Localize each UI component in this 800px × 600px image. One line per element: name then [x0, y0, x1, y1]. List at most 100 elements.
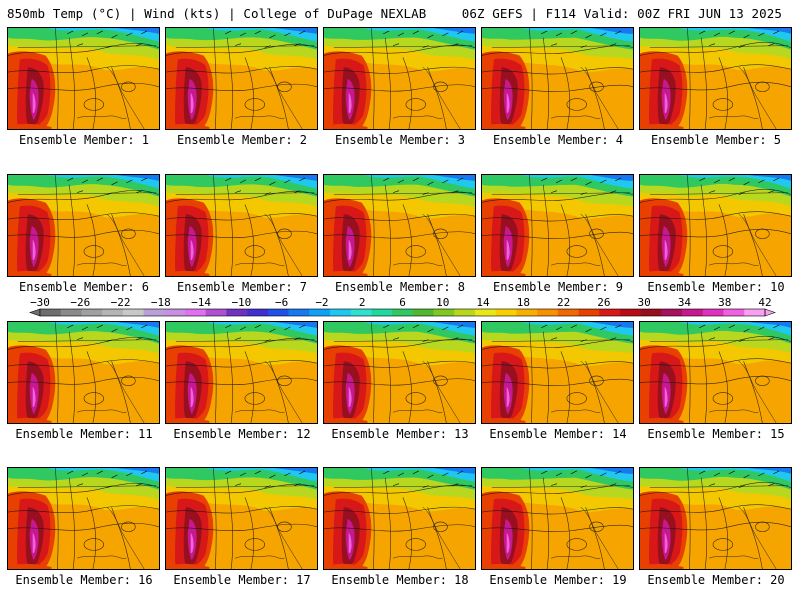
ensemble-member-caption: Ensemble Member: 8	[334, 280, 466, 294]
colorbar-tick-label: 22	[557, 296, 570, 309]
colorbar-swatch	[350, 309, 372, 316]
ensemble-member-map	[7, 467, 160, 570]
colorbar-tick-label: 38	[718, 296, 731, 309]
colorbar-swatch	[433, 309, 455, 316]
colorbar-tick-label: −6	[275, 296, 288, 309]
ensemble-member-caption: Ensemble Member: 12	[173, 427, 311, 441]
temperature-colorbar: −30 −26 −22 −18 −14 −10 −6 −2 2 6 10 14 18 22 26 30 34 38…	[0, 296, 800, 320]
colorbar-outline	[39, 308, 766, 317]
ensemble-member-caption: Ensemble Member: 20	[647, 573, 785, 587]
colorbar-swatch	[454, 309, 476, 316]
ensemble-member-caption: Ensemble Member: 3	[334, 133, 466, 147]
colorbar-swatch	[702, 309, 724, 316]
ensemble-member-caption: Ensemble Member: 16	[15, 573, 153, 587]
ensemble-member-map	[165, 321, 318, 424]
ensemble-member-map	[481, 27, 634, 130]
ensemble-member-caption: Ensemble Member: 11	[15, 427, 153, 441]
ensemble-member-caption: Ensemble Member: 9	[492, 280, 624, 294]
colorbar-tick-label: 34	[678, 296, 692, 309]
ensemble-member-map	[323, 27, 476, 130]
ensemble-member-map	[7, 321, 160, 424]
colorbar-swatch	[537, 309, 559, 316]
colorbar-swatch	[392, 309, 414, 316]
ensemble-member-map	[7, 27, 160, 130]
ensemble-member-map	[639, 467, 792, 570]
ensemble-member-caption: Ensemble Member: 1	[18, 133, 150, 147]
colorbar-underflow-arrow	[29, 308, 41, 317]
ensemble-member-caption: Ensemble Member: 4	[492, 133, 624, 147]
colorbar-tick-label: 26	[597, 296, 610, 309]
colorbar-tick-label: −22	[111, 296, 131, 309]
colorbar-swatch	[226, 309, 248, 316]
ensemble-member-map	[323, 467, 476, 570]
colorbar-swatch	[247, 309, 269, 316]
ensemble-member-map	[639, 174, 792, 277]
ensemble-member-caption: Ensemble Member: 6	[18, 280, 150, 294]
ensemble-member-map	[639, 321, 792, 424]
colorbar-swatch	[102, 309, 124, 316]
colorbar-tick-label: −14	[191, 296, 211, 309]
ensemble-member-map	[323, 321, 476, 424]
colorbar-swatch	[495, 309, 517, 316]
colorbar-tick-label: −10	[231, 296, 251, 309]
colorbar-tick-label: −30	[30, 296, 50, 309]
ensemble-member-caption: Ensemble Member: 13	[331, 427, 469, 441]
colorbar-swatch	[682, 309, 704, 316]
colorbar-overflow-arrow	[764, 308, 776, 317]
colorbar-swatch	[309, 309, 331, 316]
colorbar-swatch	[412, 309, 434, 316]
colorbar-swatch	[81, 309, 103, 316]
ensemble-member-map	[639, 27, 792, 130]
ensemble-member-map	[165, 174, 318, 277]
colorbar-tick-label: 10	[436, 296, 449, 309]
ensemble-member-caption: Ensemble Member: 2	[176, 133, 308, 147]
colorbar-tick-label: 30	[638, 296, 651, 309]
colorbar-tick-label: −26	[70, 296, 90, 309]
colorbar-swatch	[122, 309, 144, 316]
colorbar-swatch	[723, 309, 745, 316]
colorbar-swatch	[744, 309, 766, 316]
ensemble-member-map	[165, 467, 318, 570]
colorbar-swatch	[516, 309, 538, 316]
colorbar-swatch	[267, 309, 289, 316]
colorbar-tick-label: 18	[517, 296, 530, 309]
colorbar-swatch	[143, 309, 165, 316]
ensemble-member-map	[7, 174, 160, 277]
map-title: 850mb Temp (°C) | Wind (kts) | College o…	[7, 6, 427, 21]
colorbar-swatch	[205, 309, 227, 316]
colorbar-swatch	[60, 309, 82, 316]
colorbar-swatch	[599, 309, 621, 316]
colorbar-swatch	[40, 309, 62, 316]
colorbar-swatch	[640, 309, 662, 316]
ensemble-member-caption: Ensemble Member: 19	[489, 573, 627, 587]
ensemble-member-caption: Ensemble Member: 15	[647, 427, 785, 441]
colorbar-tick-label: 14	[476, 296, 490, 309]
ensemble-member-map	[481, 467, 634, 570]
colorbar-tick-label: −2	[315, 296, 328, 309]
model-run-valid-time: 06Z GEFS | F114 Valid: 00Z FRI JUN 13 20…	[461, 6, 782, 21]
colorbar-swatch	[371, 309, 393, 316]
ensemble-member-map	[481, 174, 634, 277]
colorbar-swatch	[185, 309, 207, 316]
colorbar-swatch	[578, 309, 600, 316]
ensemble-member-map	[481, 321, 634, 424]
ensemble-member-caption: Ensemble Member: 5	[650, 133, 782, 147]
colorbar-tick-label: 6	[399, 296, 406, 309]
ensemble-member-caption: Ensemble Member: 18	[331, 573, 469, 587]
ensemble-member-caption: Ensemble Member: 10	[647, 280, 785, 294]
colorbar-swatch	[330, 309, 352, 316]
colorbar-swatch	[620, 309, 642, 316]
colorbar-tick-label: 42	[758, 296, 771, 309]
ensemble-member-map	[165, 27, 318, 130]
ensemble-member-caption: Ensemble Member: 14	[489, 427, 627, 441]
ensemble-member-caption: Ensemble Member: 17	[173, 573, 311, 587]
ensemble-member-caption: Ensemble Member: 7	[176, 280, 308, 294]
colorbar-swatch	[475, 309, 497, 316]
colorbar-swatch	[661, 309, 683, 316]
colorbar-tick-label: −18	[151, 296, 171, 309]
colorbar-swatch	[288, 309, 310, 316]
colorbar-tick-label: 2	[359, 296, 366, 309]
ensemble-member-map	[323, 174, 476, 277]
colorbar-swatch	[557, 309, 579, 316]
colorbar-swatch	[164, 309, 186, 316]
